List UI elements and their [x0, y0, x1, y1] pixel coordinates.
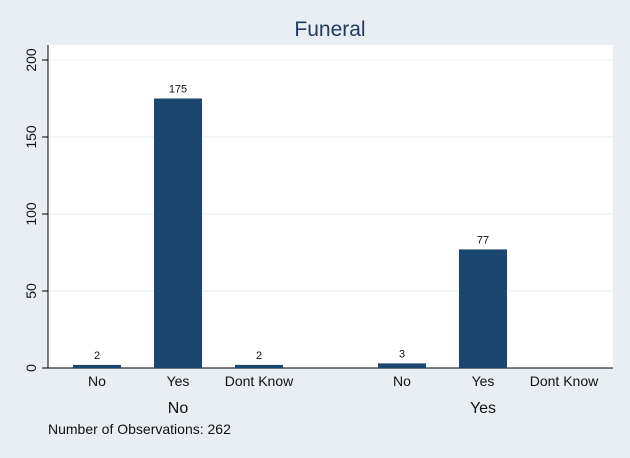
grid-lines: [48, 59, 613, 292]
bar: [73, 364, 121, 368]
x-category-label: No: [393, 373, 411, 389]
bar-value-label: 2: [94, 350, 100, 362]
bars: [73, 98, 507, 368]
bar: [378, 363, 426, 368]
bar: [459, 249, 507, 368]
bar-value-label: 77: [477, 234, 489, 246]
x-group-label: No: [168, 400, 189, 417]
y-tick-label: 50: [23, 283, 39, 299]
x-category-label: Dont Know: [225, 373, 294, 389]
observations-note: Number of Observations: 262: [48, 421, 231, 437]
y-tick-label: 150: [23, 125, 39, 149]
y-axis: 0 50 100 150 200: [23, 45, 613, 372]
x-category-label: No: [88, 373, 106, 389]
x-group-label: Yes: [470, 400, 496, 417]
y-tick-label: 100: [23, 202, 39, 226]
x-category-label: Yes: [167, 373, 190, 389]
plot-area: [48, 45, 613, 368]
y-tick-label: 200: [23, 48, 39, 72]
y-tick-label: 0: [23, 364, 39, 372]
labels: 2 No 175 Yes 2 Dont Know No 3 No 77 Yes Dont Know Ye…: [88, 84, 599, 418]
bar-value-label: 175: [169, 84, 187, 96]
bar: [235, 364, 283, 368]
bar-value-label: 3: [399, 348, 405, 360]
chart-title: Funeral: [294, 18, 365, 41]
bar-value-label: 2: [256, 350, 262, 362]
x-category-label: Dont Know: [530, 373, 599, 389]
x-category-label: Yes: [472, 373, 495, 389]
bar: [154, 98, 202, 368]
